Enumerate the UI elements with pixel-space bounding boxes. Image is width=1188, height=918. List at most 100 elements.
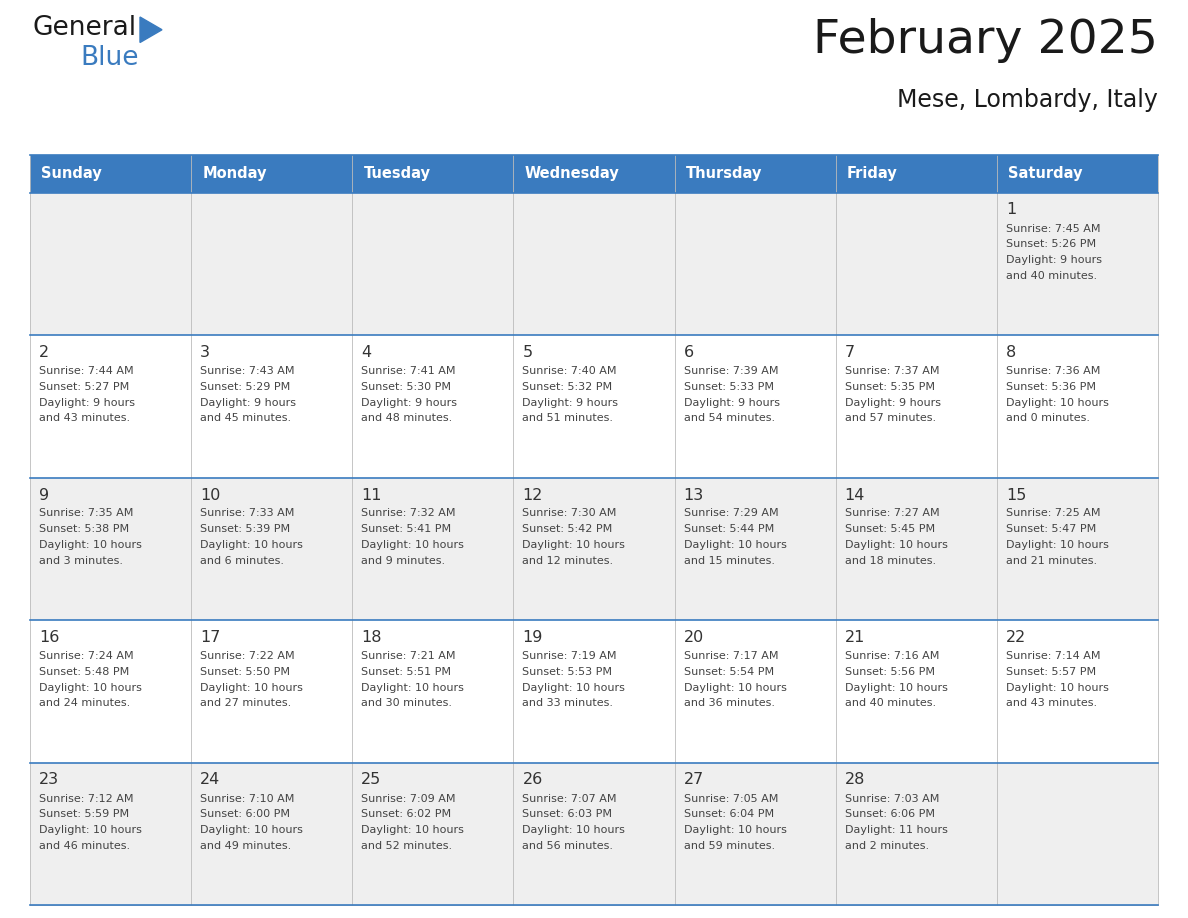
Text: Sunset: 5:59 PM: Sunset: 5:59 PM <box>39 810 129 819</box>
Text: Sunset: 6:02 PM: Sunset: 6:02 PM <box>361 810 451 819</box>
Bar <box>30 335 1158 477</box>
Text: Sunrise: 7:45 AM: Sunrise: 7:45 AM <box>1006 223 1100 233</box>
Text: Sunrise: 7:24 AM: Sunrise: 7:24 AM <box>39 651 133 661</box>
Text: 2: 2 <box>39 345 49 360</box>
Text: Sunset: 5:53 PM: Sunset: 5:53 PM <box>523 666 613 677</box>
Text: Mese, Lombardy, Italy: Mese, Lombardy, Italy <box>897 88 1158 112</box>
Text: Sunset: 5:47 PM: Sunset: 5:47 PM <box>1006 524 1097 534</box>
Text: Sunset: 5:27 PM: Sunset: 5:27 PM <box>39 382 129 392</box>
Text: Daylight: 10 hours: Daylight: 10 hours <box>361 825 465 835</box>
Text: 24: 24 <box>200 773 221 788</box>
Text: Sunrise: 7:16 AM: Sunrise: 7:16 AM <box>845 651 939 661</box>
Text: and 51 minutes.: and 51 minutes. <box>523 413 613 423</box>
Polygon shape <box>140 17 162 42</box>
Text: Sunset: 5:56 PM: Sunset: 5:56 PM <box>845 666 935 677</box>
Text: 15: 15 <box>1006 487 1026 502</box>
Text: Daylight: 10 hours: Daylight: 10 hours <box>200 540 303 550</box>
Text: Sunset: 5:57 PM: Sunset: 5:57 PM <box>1006 666 1097 677</box>
Text: Sunrise: 7:09 AM: Sunrise: 7:09 AM <box>361 793 456 803</box>
Text: Sunset: 5:26 PM: Sunset: 5:26 PM <box>1006 240 1097 250</box>
Text: Sunrise: 7:12 AM: Sunrise: 7:12 AM <box>39 793 133 803</box>
Text: Sunset: 5:42 PM: Sunset: 5:42 PM <box>523 524 613 534</box>
Text: Daylight: 10 hours: Daylight: 10 hours <box>683 540 786 550</box>
Text: Daylight: 10 hours: Daylight: 10 hours <box>39 825 141 835</box>
Text: and 56 minutes.: and 56 minutes. <box>523 841 613 851</box>
Text: Daylight: 10 hours: Daylight: 10 hours <box>361 683 465 692</box>
Text: Sunrise: 7:33 AM: Sunrise: 7:33 AM <box>200 509 295 519</box>
Text: 27: 27 <box>683 773 703 788</box>
Text: Sunset: 5:44 PM: Sunset: 5:44 PM <box>683 524 773 534</box>
Text: Sunset: 5:30 PM: Sunset: 5:30 PM <box>361 382 451 392</box>
Text: and 15 minutes.: and 15 minutes. <box>683 556 775 565</box>
Text: and 18 minutes.: and 18 minutes. <box>845 556 936 565</box>
Text: Saturday: Saturday <box>1009 166 1082 181</box>
Text: Daylight: 10 hours: Daylight: 10 hours <box>683 683 786 692</box>
Text: Daylight: 10 hours: Daylight: 10 hours <box>200 683 303 692</box>
Text: and 3 minutes.: and 3 minutes. <box>39 556 124 565</box>
Text: Sunrise: 7:07 AM: Sunrise: 7:07 AM <box>523 793 617 803</box>
Text: Sunset: 5:45 PM: Sunset: 5:45 PM <box>845 524 935 534</box>
Text: 21: 21 <box>845 630 865 645</box>
Text: Daylight: 10 hours: Daylight: 10 hours <box>523 540 625 550</box>
Text: Sunset: 5:33 PM: Sunset: 5:33 PM <box>683 382 773 392</box>
Text: Sunrise: 7:36 AM: Sunrise: 7:36 AM <box>1006 366 1100 376</box>
Text: and 36 minutes.: and 36 minutes. <box>683 699 775 709</box>
Text: Sunrise: 7:30 AM: Sunrise: 7:30 AM <box>523 509 617 519</box>
Text: and 12 minutes.: and 12 minutes. <box>523 556 613 565</box>
Text: Sunrise: 7:21 AM: Sunrise: 7:21 AM <box>361 651 456 661</box>
Text: 1: 1 <box>1006 203 1016 218</box>
Text: Daylight: 9 hours: Daylight: 9 hours <box>845 397 941 408</box>
Text: and 40 minutes.: and 40 minutes. <box>1006 271 1097 281</box>
Text: 10: 10 <box>200 487 221 502</box>
Text: Sunset: 5:41 PM: Sunset: 5:41 PM <box>361 524 451 534</box>
Text: 7: 7 <box>845 345 855 360</box>
Text: 3: 3 <box>200 345 210 360</box>
Text: Sunset: 5:38 PM: Sunset: 5:38 PM <box>39 524 129 534</box>
Text: and 24 minutes.: and 24 minutes. <box>39 699 131 709</box>
Text: and 54 minutes.: and 54 minutes. <box>683 413 775 423</box>
Text: Sunset: 5:32 PM: Sunset: 5:32 PM <box>523 382 613 392</box>
Text: 4: 4 <box>361 345 372 360</box>
Text: General: General <box>32 15 137 41</box>
Bar <box>30 193 1158 335</box>
Text: and 52 minutes.: and 52 minutes. <box>361 841 453 851</box>
Text: Sunset: 6:03 PM: Sunset: 6:03 PM <box>523 810 613 819</box>
Text: Tuesday: Tuesday <box>364 166 430 181</box>
Text: Sunset: 5:35 PM: Sunset: 5:35 PM <box>845 382 935 392</box>
Text: Daylight: 10 hours: Daylight: 10 hours <box>361 540 465 550</box>
Text: Sunrise: 7:25 AM: Sunrise: 7:25 AM <box>1006 509 1100 519</box>
Text: Sunset: 6:04 PM: Sunset: 6:04 PM <box>683 810 773 819</box>
Text: Daylight: 10 hours: Daylight: 10 hours <box>1006 397 1108 408</box>
Bar <box>30 477 1158 620</box>
Bar <box>30 620 1158 763</box>
Text: 6: 6 <box>683 345 694 360</box>
Text: 8: 8 <box>1006 345 1016 360</box>
Text: and 9 minutes.: and 9 minutes. <box>361 556 446 565</box>
Text: Daylight: 10 hours: Daylight: 10 hours <box>523 683 625 692</box>
Text: Sunrise: 7:03 AM: Sunrise: 7:03 AM <box>845 793 939 803</box>
Text: Daylight: 9 hours: Daylight: 9 hours <box>683 397 779 408</box>
Text: 19: 19 <box>523 630 543 645</box>
Text: Sunset: 6:00 PM: Sunset: 6:00 PM <box>200 810 290 819</box>
Text: and 0 minutes.: and 0 minutes. <box>1006 413 1089 423</box>
Text: Sunrise: 7:37 AM: Sunrise: 7:37 AM <box>845 366 940 376</box>
Text: and 46 minutes.: and 46 minutes. <box>39 841 131 851</box>
Text: Sunrise: 7:29 AM: Sunrise: 7:29 AM <box>683 509 778 519</box>
Text: Sunrise: 7:14 AM: Sunrise: 7:14 AM <box>1006 651 1100 661</box>
Text: Daylight: 10 hours: Daylight: 10 hours <box>39 683 141 692</box>
Text: and 30 minutes.: and 30 minutes. <box>361 699 453 709</box>
Text: Sunday: Sunday <box>42 166 102 181</box>
Text: Daylight: 9 hours: Daylight: 9 hours <box>1006 255 1101 265</box>
Text: 12: 12 <box>523 487 543 502</box>
Text: Daylight: 10 hours: Daylight: 10 hours <box>1006 683 1108 692</box>
Text: Thursday: Thursday <box>685 166 763 181</box>
Text: 5: 5 <box>523 345 532 360</box>
Text: Daylight: 10 hours: Daylight: 10 hours <box>683 825 786 835</box>
Text: 26: 26 <box>523 773 543 788</box>
Text: Sunrise: 7:17 AM: Sunrise: 7:17 AM <box>683 651 778 661</box>
Text: 16: 16 <box>39 630 59 645</box>
Text: Daylight: 9 hours: Daylight: 9 hours <box>361 397 457 408</box>
Text: 20: 20 <box>683 630 703 645</box>
Text: and 43 minutes.: and 43 minutes. <box>39 413 131 423</box>
Text: and 40 minutes.: and 40 minutes. <box>845 699 936 709</box>
